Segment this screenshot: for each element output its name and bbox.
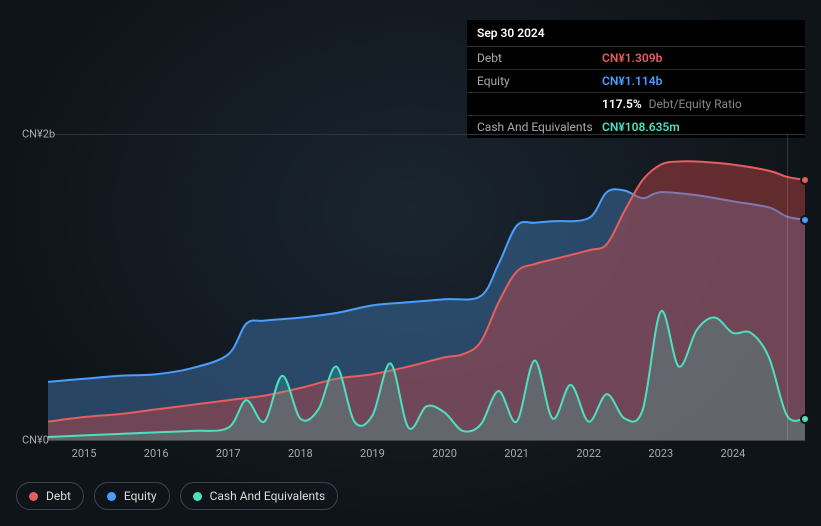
tooltip-row: 117.5% Debt/Equity Ratio — [467, 93, 805, 116]
area-chart-svg — [48, 134, 805, 440]
tooltip-label — [477, 97, 602, 111]
tooltip-date: Sep 30 2024 — [467, 20, 805, 47]
legend: Debt Equity Cash And Equivalents — [16, 482, 338, 510]
tooltip-value: CN¥1.309b — [602, 51, 662, 65]
tooltip-value: 117.5% Debt/Equity Ratio — [602, 97, 742, 111]
tooltip-row: EquityCN¥1.114b — [467, 70, 805, 93]
tooltip-row: DebtCN¥1.309b — [467, 47, 805, 70]
tooltip-label: Debt — [477, 51, 602, 65]
legend-dot-icon — [29, 492, 38, 501]
x-axis-label: 2016 — [144, 447, 169, 460]
tooltip-value: CN¥1.114b — [602, 74, 662, 88]
legend-item[interactable]: Debt — [16, 482, 84, 510]
legend-label: Debt — [46, 489, 71, 503]
hover-point — [800, 215, 810, 225]
chart-area: 2015 2016 2017 2018 2019 2020 2021 2022 2023 2024… — [16, 120, 805, 480]
x-axis-label: 2022 — [576, 447, 601, 460]
x-axis-label: 2018 — [288, 447, 313, 460]
legend-label: Equity — [124, 489, 157, 503]
legend-item[interactable]: Equity — [94, 482, 170, 510]
tooltip-extra: Debt/Equity Ratio — [646, 97, 742, 111]
hover-point — [800, 175, 810, 185]
legend-item[interactable]: Cash And Equivalents — [180, 482, 339, 510]
hover-point — [800, 414, 810, 424]
x-axis-label: 2021 — [504, 447, 529, 460]
x-axis-label: 2023 — [648, 447, 673, 460]
hover-vertical-line — [787, 134, 788, 440]
legend-dot-icon — [107, 492, 116, 501]
plot-region[interactable] — [48, 134, 805, 440]
legend-dot-icon — [193, 492, 202, 501]
x-axis-label: 2024 — [721, 447, 746, 460]
x-axis-label: 2019 — [360, 447, 385, 460]
legend-label: Cash And Equivalents — [210, 489, 326, 503]
x-axis-label: 2015 — [72, 447, 97, 460]
chart-container: Sep 30 2024 DebtCN¥1.309bEquityCN¥1.114b… — [0, 0, 821, 526]
tooltip-label: Equity — [477, 74, 602, 88]
x-axis-label: 2020 — [432, 447, 457, 460]
y-axis-label: CN¥2b — [22, 128, 55, 141]
gridline — [48, 134, 805, 135]
y-axis-label: CN¥0 — [22, 434, 49, 447]
x-axis: 2015 2016 2017 2018 2019 2020 2021 2022 2023 2024 — [48, 440, 805, 470]
x-axis-label: 2017 — [216, 447, 241, 460]
